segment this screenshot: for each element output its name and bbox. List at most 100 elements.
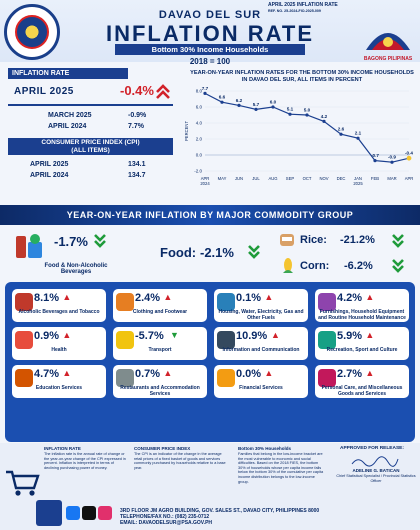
grocery-icon (16, 234, 42, 258)
commodity-card: 0.7% ▲ Restaurants and Accommodation Servi… (113, 365, 207, 398)
commodity-band-title: YEAR-ON-YEAR INFLATION BY MAJOR COMMODIT… (0, 205, 420, 225)
x-tick-label: NOV (319, 176, 328, 181)
data-label: -0.7 (371, 153, 379, 158)
inflation-row-period: MARCH 2025 (48, 112, 92, 119)
commodity-card: 5.9% ▲ Recreation, Sport and Culture (315, 327, 409, 360)
phone: TELEPHONE/FAX NO.: (082) 235-0712 (120, 514, 210, 520)
bagong-pilipinas-text: BAGONG PILIPINAS (363, 56, 413, 62)
up-arrow-icon: ▲ (271, 330, 280, 340)
food-nab-value: -1.7% (54, 234, 88, 249)
commodity-card: 0.1% ▲ Housing, Water, Electricity, Gas an… (214, 289, 308, 322)
data-point (339, 132, 343, 136)
def-inflation-title: INFLATION RATE (44, 446, 81, 451)
up-arrow-icon: ▲ (365, 292, 375, 302)
commodity-card: -5.7% ▼ Transport (113, 327, 207, 360)
up-arrow-icon: ▲ (365, 330, 375, 340)
data-point (390, 160, 394, 164)
commodity-card: 4.7% ▲ Education Services (12, 365, 106, 398)
x-tick-label: OCT (303, 176, 312, 181)
inflation-row-value: 7.7% (128, 123, 144, 130)
base-year: 2018 = 100 (189, 57, 231, 66)
x-tick-label: MAY (218, 176, 227, 181)
data-point (220, 100, 224, 104)
corn-value: -6.2% (344, 260, 373, 272)
data-label: 6.6 (219, 95, 226, 100)
down-arrow-icon (392, 234, 404, 248)
commodity-label: Transport (148, 347, 172, 353)
cpi-row-value: 134.1 (128, 161, 146, 168)
address: 3RD FLOOR JM AGRO BUILDING, GOV. SALES S… (120, 508, 320, 514)
instagram-icon[interactable] (98, 506, 112, 520)
down-arrow-icon (392, 259, 404, 273)
shirt-icon (116, 293, 134, 311)
y-axis-label: PERCENT (184, 121, 189, 141)
commodity-card: 2.4% ▲ Clothing and Footwear (113, 289, 207, 322)
commodity-card: 8.1% ▲ Alcoholic Beverages and Tobacco (12, 289, 106, 322)
x-icon[interactable] (82, 506, 96, 520)
release-ref: REF. NO. 25-2024-FIO-2025-009 (268, 9, 321, 13)
y-tick-label: -2.0 (194, 169, 202, 174)
commodity-value: 2.7% (337, 368, 363, 380)
data-point (373, 159, 377, 163)
commodity-label: Alcoholic Beverages and Tobacco (18, 309, 100, 315)
release-label: APRIL 2025 INFLATION RATE (268, 2, 338, 8)
x-tick-label: FEB (371, 176, 379, 181)
province-title: DAVAO DEL SUR (158, 9, 262, 21)
data-label: 7.7 (202, 86, 209, 91)
divider (8, 104, 173, 106)
down-arrow-icon (94, 234, 106, 248)
commodity-label: Furnishings, Household Equipment and Rou… (318, 309, 406, 321)
data-point (254, 107, 258, 111)
commodity-value: 0.9% (34, 330, 60, 342)
contact-info: 3RD FLOOR JM AGRO BUILDING, GOV. SALES S… (120, 508, 350, 526)
y-tick-label: 6.0 (196, 105, 203, 110)
email: EMAIL: DAVAODELSUR@PSA.GOV.PH (120, 520, 213, 526)
care-icon (318, 369, 336, 387)
psa-logo (4, 4, 60, 60)
rice-value: -21.2% (340, 234, 375, 246)
data-point (288, 112, 292, 116)
commodity-label: Restaurants and Accommodation Services (120, 385, 200, 397)
ball-icon (318, 331, 336, 349)
commodity-value: 5.9% (337, 330, 363, 342)
up-arrow-icon: ▲ (62, 292, 72, 302)
inflation-line-chart: 8.0 6.0 4.0 2.0 0.0 -2.0 PERCENT 7.7 6.6 6.2 5.7 6.… (184, 86, 413, 186)
commodity-value: 0.0% (236, 368, 262, 380)
x-tick-label: JAN 2025 (353, 176, 363, 186)
data-label: 5.1 (287, 107, 294, 112)
cpi-label: CONSUMER PRICE INDEX (CPI) (ALL ITEMS) (8, 138, 173, 155)
release-info: APRIL 2025 INFLATION RATE REF. NO. 25-20… (268, 2, 338, 14)
signature (351, 456, 399, 467)
commodity-label: Information and Communication (222, 347, 300, 353)
x-tick-label: AUG (268, 176, 277, 181)
y-tick-label: 2.0 (196, 137, 203, 142)
up-arrow-icon: ▲ (62, 368, 72, 378)
food-value: -2.1% (200, 245, 234, 260)
x-tick-label: SEP (286, 176, 295, 181)
facebook-icon[interactable] (66, 506, 80, 520)
cpi-label-line1: CONSUMER PRICE INDEX (CPI) (41, 139, 140, 146)
data-point (356, 136, 360, 140)
current-period: APRIL 2025 (14, 86, 74, 97)
bottle-icon (15, 293, 33, 311)
commodity-value: 4.7% (34, 368, 60, 380)
book-icon (15, 369, 33, 387)
y-tick-label: 4.0 (196, 121, 203, 126)
dish-icon (116, 369, 134, 387)
signatory-title: Chief Statistical Specialist / Provincia… (336, 474, 416, 483)
data-label: 5.7 (253, 102, 260, 107)
commodity-value: 2.4% (135, 292, 161, 304)
def-cpi-text: The CPI is an indicator of the change in… (134, 452, 226, 470)
y-tick-label: 8.0 (196, 89, 203, 94)
cpi-row-period: APRIL 2024 (30, 172, 69, 179)
qr-code (36, 500, 62, 526)
page-subtitle: Bottom 30% Income Households (115, 44, 305, 55)
def-bottom30-title: Bottom 30% Households (238, 446, 292, 451)
rice-label: Rice: (300, 234, 327, 246)
house-icon (217, 293, 235, 311)
data-point (237, 103, 241, 107)
down-arrow-icon (248, 245, 260, 259)
data-point (322, 119, 326, 123)
up-arrow-icon (156, 84, 170, 99)
inflation-label: INFLATION RATE (8, 68, 128, 79)
